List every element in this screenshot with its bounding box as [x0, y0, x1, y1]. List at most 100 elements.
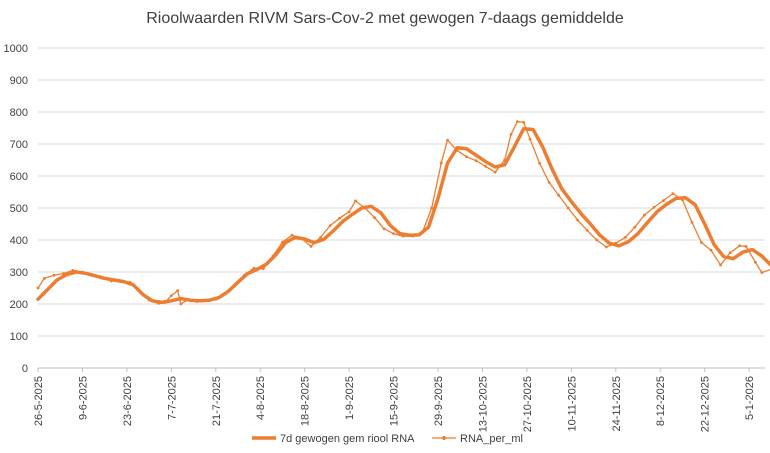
- data-point: [510, 133, 513, 136]
- data-point: [214, 298, 217, 301]
- data-point: [272, 255, 275, 258]
- data-point: [421, 232, 424, 235]
- data-point: [522, 121, 525, 124]
- x-tick-label: 8-12-2025: [655, 376, 667, 426]
- data-point: [262, 267, 265, 270]
- data-point: [503, 159, 506, 162]
- series-lines: [37, 120, 770, 305]
- data-point: [81, 271, 84, 274]
- data-point: [291, 234, 294, 237]
- data-point: [252, 267, 255, 270]
- series-line-rna-per-ml: [38, 122, 770, 304]
- data-point: [392, 232, 395, 235]
- data-point: [719, 264, 722, 267]
- x-tick-label: 13-10-2025: [477, 376, 489, 432]
- x-tick-label: 21-7-2025: [211, 376, 223, 426]
- data-point: [624, 236, 627, 239]
- data-point: [465, 155, 468, 158]
- data-point: [586, 229, 589, 232]
- data-point: [354, 200, 357, 203]
- data-point: [72, 269, 75, 272]
- data-point: [456, 149, 459, 152]
- data-point: [186, 299, 189, 302]
- data-point: [729, 251, 732, 254]
- data-point: [195, 300, 198, 303]
- data-point: [179, 303, 182, 306]
- data-point: [567, 207, 570, 210]
- legend-label: 7d gewogen gem riool RNA: [280, 433, 415, 445]
- data-point: [37, 287, 40, 290]
- data-point: [281, 241, 284, 244]
- data-point: [110, 280, 113, 283]
- y-tick-label: 900: [10, 75, 28, 87]
- data-point: [548, 181, 551, 184]
- data-point: [243, 274, 246, 277]
- x-tick-label: 27-10-2025: [522, 376, 534, 432]
- data-point: [662, 199, 665, 202]
- x-tick-label: 7-7-2025: [166, 376, 178, 420]
- data-point: [91, 273, 94, 276]
- data-point: [383, 227, 386, 230]
- data-point: [516, 120, 519, 123]
- data-point: [633, 226, 636, 229]
- x-tick-label: 10-11-2025: [566, 376, 578, 431]
- data-point: [364, 207, 367, 210]
- data-point: [754, 261, 757, 264]
- data-point: [373, 216, 376, 219]
- x-tick-label: 9-6-2025: [77, 376, 89, 420]
- data-point: [43, 277, 46, 280]
- data-point: [475, 159, 478, 162]
- data-point: [164, 301, 167, 304]
- data-point: [446, 139, 449, 142]
- data-point: [484, 165, 487, 168]
- x-tick-label: 1-9-2025: [344, 376, 356, 420]
- data-point: [710, 249, 713, 252]
- y-tick-label: 1000: [4, 43, 28, 55]
- data-point: [643, 214, 646, 217]
- x-tick-label: 23-6-2025: [122, 376, 134, 426]
- data-point: [494, 171, 497, 174]
- data-point: [430, 207, 433, 210]
- data-point: [62, 272, 65, 275]
- data-point: [681, 199, 684, 202]
- data-point: [176, 289, 179, 292]
- data-point: [100, 275, 103, 278]
- data-point: [700, 241, 703, 244]
- y-tick-label: 800: [10, 107, 28, 119]
- data-point: [529, 138, 532, 141]
- data-point: [576, 219, 579, 222]
- data-point: [595, 239, 598, 242]
- data-point: [348, 210, 351, 213]
- legend-marker: [442, 436, 446, 440]
- series-line-weighted-average: [38, 129, 770, 303]
- data-point: [300, 237, 303, 240]
- data-point: [652, 206, 655, 209]
- data-point: [745, 245, 748, 248]
- gridlines: [38, 48, 765, 368]
- x-tick-label: 5-1-2026: [744, 376, 756, 420]
- data-point: [157, 302, 160, 305]
- y-tick-label: 400: [10, 235, 28, 247]
- data-point: [557, 194, 560, 197]
- data-point: [129, 281, 132, 284]
- x-axis-ticks: 26-5-2025 9-6-2025 23-6-2025 7-7-2025 21-7-2…: [33, 368, 756, 432]
- y-tick-label: 600: [10, 171, 28, 183]
- chart-title: Rioolwaarden RIVM Sars-Cov-2 met gewogen…: [146, 10, 624, 27]
- y-tick-label: 100: [10, 331, 28, 343]
- data-point: [738, 244, 741, 247]
- x-tick-label: 4-8-2025: [255, 376, 267, 420]
- y-tick-label: 0: [22, 363, 28, 375]
- x-tick-label: 26-5-2025: [33, 376, 45, 426]
- data-point: [119, 280, 122, 283]
- data-point: [319, 236, 322, 239]
- data-point: [329, 224, 332, 227]
- data-point: [338, 217, 341, 220]
- data-point: [605, 246, 608, 249]
- data-point: [440, 162, 443, 165]
- data-point: [224, 292, 227, 295]
- x-tick-label: 24-11-2025: [611, 376, 623, 431]
- data-point: [148, 299, 151, 302]
- data-point: [138, 290, 141, 293]
